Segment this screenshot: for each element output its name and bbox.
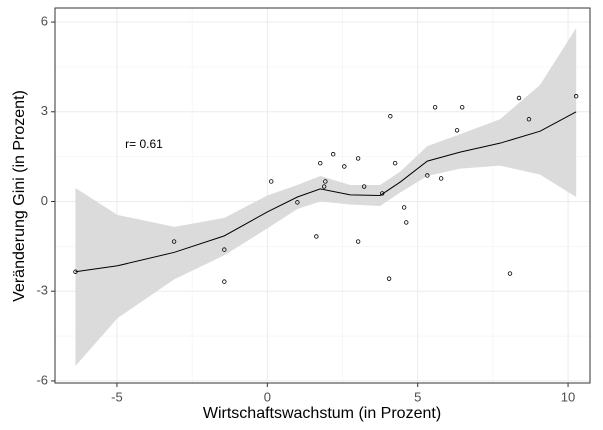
point [425,173,430,178]
point [355,156,361,161]
confidence-band [75,28,577,366]
point [323,179,328,184]
x-tick-label: 10 [561,389,575,404]
y-tick-label: 6 [41,13,48,28]
y-tick-label: 3 [41,103,48,118]
point [314,234,319,239]
point [392,161,398,166]
y-tick-label: 0 [41,193,48,208]
point [222,279,227,284]
point [222,247,227,252]
y-axis-title: Veränderung Gini (in Prozent) [11,90,28,302]
x-tick-label: -5 [111,389,123,404]
point [295,200,300,205]
point [330,152,336,157]
point [516,95,522,101]
point [459,105,465,110]
point [388,114,393,119]
annotation: r= 0.61 [125,137,163,151]
point [355,239,361,244]
point [404,220,409,225]
point [573,94,579,99]
point [171,239,177,244]
point [342,164,347,169]
panel-border [54,7,591,384]
y-tick-label: -3 [36,283,48,298]
x-tick-label: 0 [264,389,271,404]
x-axis-title: Wirtschaftswachstum (in Prozent) [203,405,441,422]
point [401,205,407,210]
smooth-line [75,111,577,273]
point [526,117,532,122]
point [361,184,367,189]
y-tick-label: -6 [36,372,48,387]
point [432,105,438,110]
point [318,161,323,166]
point [321,184,327,189]
x-tick-label: 5 [414,389,421,404]
point [386,276,392,281]
point [269,179,274,184]
point [454,128,460,133]
point [507,271,513,276]
point [438,176,444,181]
